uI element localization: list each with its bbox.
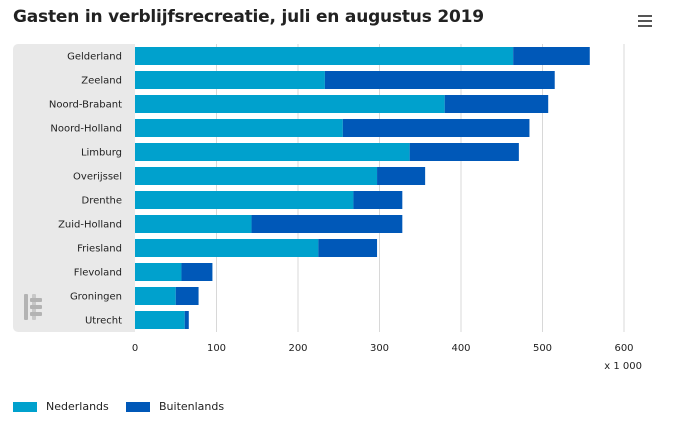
hamburger-menu-icon[interactable] xyxy=(636,13,654,29)
category-label: Noord-Holland xyxy=(50,124,122,135)
bar-buitenlands-noord-holland[interactable] xyxy=(342,119,530,137)
legend-swatch xyxy=(126,401,150,412)
bar-nederlands-zuid-holland[interactable] xyxy=(135,215,252,233)
category-label: Zuid-Holland xyxy=(58,220,122,231)
legend-item-nederlands[interactable]: Nederlands xyxy=(13,400,109,413)
category-label: Noord-Brabant xyxy=(49,100,122,111)
category-label: Limburg xyxy=(81,148,122,159)
category-labels: Gelderland Zeeland Noord-Brabant Noord-Holl… xyxy=(49,52,122,327)
legend-label: Buitenlands xyxy=(159,400,225,413)
bar-nederlands-limburg[interactable] xyxy=(135,143,410,161)
bar-buitenlands-noord-brabant[interactable] xyxy=(444,95,549,113)
bar-nederlands-flevoland[interactable] xyxy=(135,263,182,281)
bar-buitenlands-drenthe[interactable] xyxy=(353,191,403,209)
category-label: Gelderland xyxy=(67,52,122,63)
category-label: Groningen xyxy=(70,292,122,303)
category-label: Drenthe xyxy=(82,196,123,207)
legend-item-buitenlands[interactable]: Buitenlands xyxy=(126,400,224,413)
bar-nederlands-noord-brabant[interactable] xyxy=(135,95,445,113)
bar-buitenlands-groningen[interactable] xyxy=(175,287,199,305)
grid-lines xyxy=(216,44,625,332)
bar-buitenlands-utrecht[interactable] xyxy=(184,311,189,329)
x-axis-ticks: 0 100 200 300 400 500 600 xyxy=(132,343,634,354)
bar-nederlands-noord-holland[interactable] xyxy=(135,119,343,137)
x-tick-label: 300 xyxy=(370,343,389,354)
x-tick-label: 500 xyxy=(533,343,552,354)
bar-nederlands-utrecht[interactable] xyxy=(135,311,185,329)
bar-buitenlands-zeeland[interactable] xyxy=(324,71,555,89)
bar-buitenlands-limburg[interactable] xyxy=(409,143,519,161)
bar-nederlands-zeeland[interactable] xyxy=(135,71,325,89)
bar-buitenlands-friesland[interactable] xyxy=(318,239,378,257)
category-label: Zeeland xyxy=(81,76,122,87)
bar-buitenlands-overijssel[interactable] xyxy=(377,167,426,185)
bar-nederlands-overijssel[interactable] xyxy=(135,167,378,185)
bar-nederlands-friesland[interactable] xyxy=(135,239,319,257)
bar-nederlands-groningen[interactable] xyxy=(135,287,176,305)
x-tick-label: 0 xyxy=(132,343,138,354)
x-tick-label: 400 xyxy=(451,343,470,354)
legend-swatch xyxy=(13,401,37,412)
chart-title: Gasten in verblijfsrecreatie, juli en au… xyxy=(13,7,484,27)
x-tick-label: 100 xyxy=(207,343,226,354)
x-tick-label: 200 xyxy=(288,343,307,354)
bars xyxy=(135,47,590,329)
category-label: Flevoland xyxy=(74,268,122,279)
bar-nederlands-gelderland[interactable] xyxy=(135,47,514,65)
bar-buitenlands-flevoland[interactable] xyxy=(181,263,213,281)
legend-label: Nederlands xyxy=(46,400,109,413)
plot-area xyxy=(135,44,655,332)
category-label: Utrecht xyxy=(85,316,122,327)
category-label: Overijssel xyxy=(73,172,122,183)
x-axis-unit: x 1 000 xyxy=(604,361,642,372)
cbs-logo-icon xyxy=(24,294,42,320)
bar-buitenlands-zuid-holland[interactable] xyxy=(251,215,403,233)
x-tick-label: 600 xyxy=(614,343,633,354)
bar-buitenlands-gelderland[interactable] xyxy=(513,47,590,65)
category-label: Friesland xyxy=(77,244,122,255)
bar-nederlands-drenthe[interactable] xyxy=(135,191,354,209)
